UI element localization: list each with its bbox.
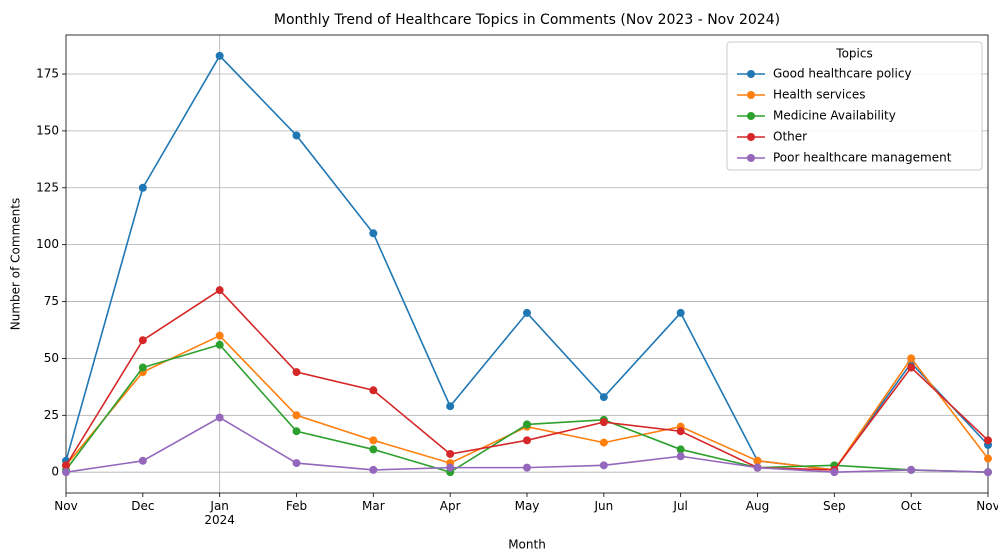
- point: [676, 452, 685, 461]
- point: [62, 461, 70, 470]
- y-axis-label: Number of Comments: [9, 198, 23, 330]
- legend: Topics Good healthcare policy Health servi…: [726, 41, 983, 171]
- legend-label: Other: [773, 130, 807, 144]
- point: [446, 463, 455, 472]
- point: [523, 308, 531, 317]
- x-tick-label: Apr: [439, 499, 461, 513]
- point: [676, 308, 685, 317]
- point: [62, 468, 70, 477]
- point: [599, 461, 608, 470]
- point: [676, 445, 685, 454]
- point: [984, 436, 992, 445]
- legend-marker: [747, 112, 755, 120]
- x-tick-label: Sep: [823, 499, 846, 513]
- point: [292, 411, 301, 420]
- x-tick-label: Feb: [285, 499, 308, 513]
- legend-label: Medicine Availability: [773, 109, 896, 123]
- point: [523, 420, 531, 429]
- point: [369, 229, 378, 238]
- y-tick-label: 150: [36, 123, 59, 137]
- point: [292, 459, 301, 468]
- point: [215, 340, 224, 349]
- point: [215, 331, 224, 340]
- x-tick-label: Dec: [131, 499, 155, 513]
- x-tick-label: Mar: [362, 499, 385, 513]
- point: [369, 386, 378, 395]
- x-tick-label: Nov: [54, 499, 78, 513]
- x-axis-label: Month: [508, 538, 546, 551]
- legend-marker: [747, 154, 755, 162]
- chart-title: Monthly Trend of Healthcare Topics in Co…: [274, 12, 780, 28]
- point: [599, 393, 608, 402]
- point: [215, 51, 224, 60]
- point: [907, 465, 916, 474]
- legend-box: [726, 41, 983, 171]
- point: [292, 427, 301, 436]
- point: [292, 131, 301, 140]
- point: [830, 468, 839, 477]
- legend-label: Poor healthcare management: [773, 151, 952, 165]
- point: [984, 468, 992, 477]
- legend-marker: [747, 70, 755, 78]
- point: [984, 454, 992, 463]
- x-tick-label: Aug: [745, 499, 770, 513]
- y-tick-label: 25: [44, 408, 59, 422]
- point: [138, 363, 147, 372]
- point: [369, 465, 378, 474]
- x-tick-label: Nov: [976, 499, 998, 513]
- y-tick-label: 0: [51, 465, 59, 479]
- x-tick-label: Jul: [673, 499, 688, 513]
- point: [753, 463, 762, 472]
- x-tick-label: Jan 2024: [204, 499, 235, 527]
- point: [446, 402, 455, 411]
- point: [523, 436, 531, 445]
- point: [215, 286, 224, 295]
- plot-frame: [65, 34, 989, 494]
- y-tick-label: 100: [36, 237, 59, 251]
- x-tick-label: May: [514, 499, 540, 513]
- y-tick-label: 75: [44, 294, 59, 308]
- legend-title: Topics: [835, 47, 872, 61]
- point: [292, 368, 301, 377]
- legend-marker: [747, 133, 755, 141]
- x-tick-label: Oct: [900, 499, 922, 513]
- point: [215, 413, 224, 422]
- point: [523, 463, 531, 472]
- legend-marker: [747, 91, 755, 99]
- legend-label: Health services: [773, 88, 865, 102]
- y-tick-label: 175: [36, 67, 59, 81]
- legend-label: Good healthcare policy: [773, 67, 912, 81]
- point: [138, 336, 147, 345]
- point: [138, 183, 147, 192]
- point: [369, 445, 378, 454]
- series-line: [65, 343, 989, 474]
- point: [599, 438, 608, 447]
- point: [446, 449, 455, 458]
- point: [753, 456, 762, 465]
- point: [138, 456, 147, 465]
- point: [907, 363, 916, 372]
- point: [676, 427, 685, 436]
- point: [599, 418, 608, 427]
- point: [369, 436, 378, 445]
- x-tick-label: Jun: [594, 499, 614, 513]
- y-tick-label: 125: [36, 180, 59, 194]
- y-tick-label: 50: [44, 351, 59, 365]
- point: [907, 354, 916, 363]
